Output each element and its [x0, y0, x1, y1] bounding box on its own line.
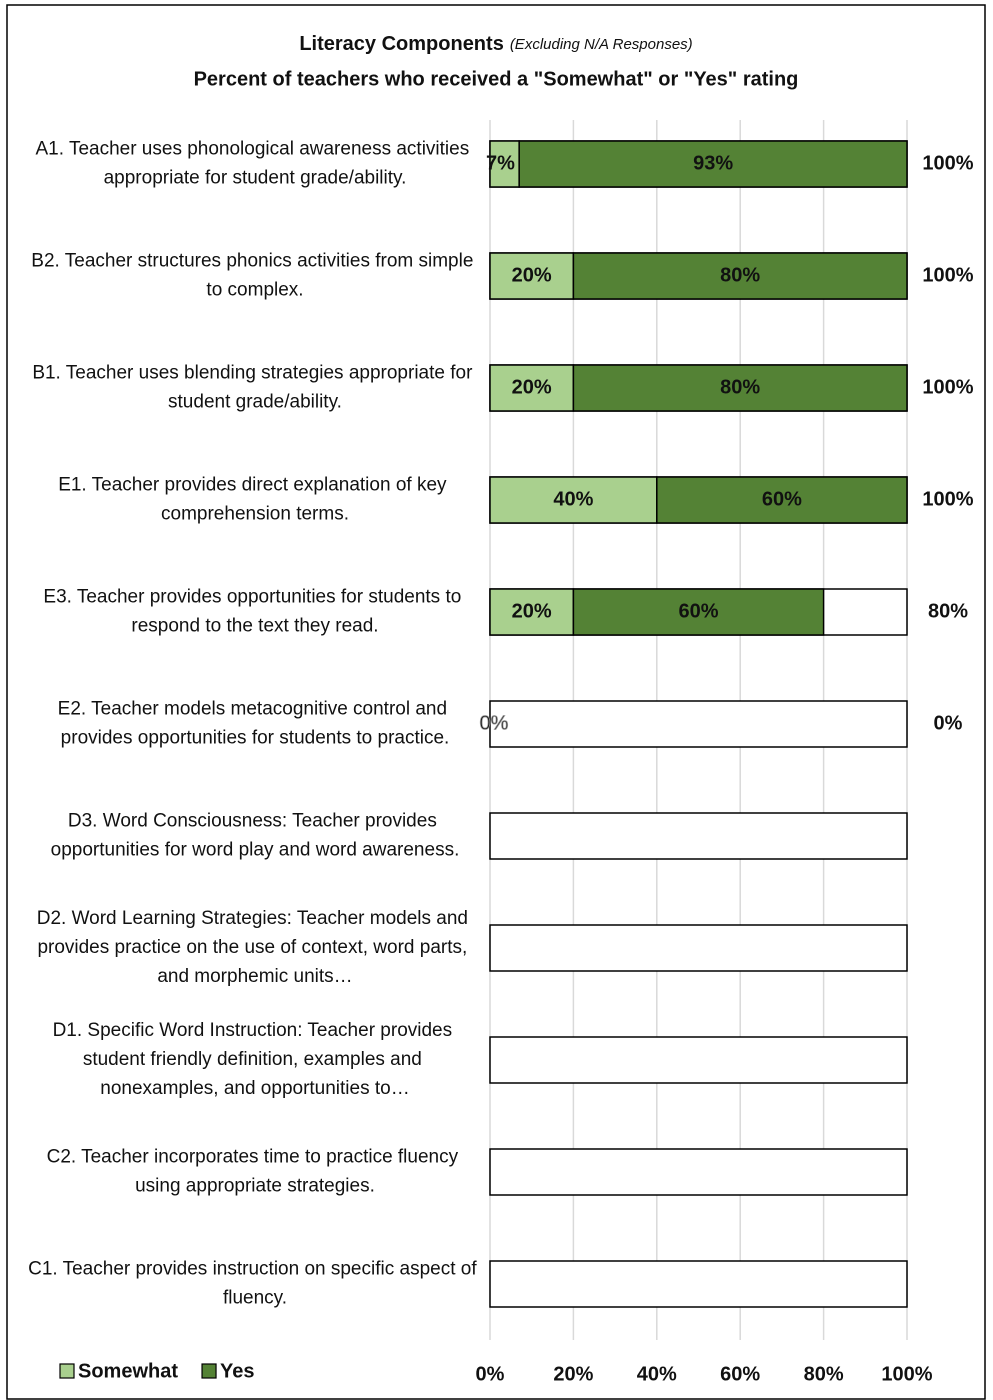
category-label: D1. Specific Word Instruction: Teacher p…: [53, 1020, 458, 1099]
data-label: 20%: [512, 376, 552, 398]
category-label-line: opportunities for word play and word awa…: [51, 840, 460, 861]
title-line: Literacy Components (Excluding N/A Respon…: [299, 33, 692, 55]
data-label: 7%: [486, 152, 515, 174]
category-label: E1. Teacher provides direct explanation …: [58, 475, 452, 525]
data-label: 60%: [762, 488, 802, 510]
category-label-line: fluency.: [223, 1288, 287, 1309]
bar-segment: [656, 476, 908, 524]
bar-segment: [489, 364, 575, 412]
total-label: 100%: [922, 376, 973, 398]
bar-segment: [518, 140, 908, 188]
category-label: B1. Teacher uses blending strategies app…: [32, 363, 477, 413]
category-label: C2. Teacher incorporates time to practic…: [47, 1147, 464, 1197]
category-label-line: provides practice on the use of context,…: [37, 937, 472, 958]
total-label: 100%: [922, 488, 973, 510]
category-label-line: nonexamples, and opportunities to…: [100, 1078, 409, 1099]
category-label-line: D1. Specific Word Instruction: Teacher p…: [53, 1020, 458, 1041]
title-note: (Excluding N/A Responses): [510, 36, 693, 53]
bar-segment: [572, 364, 908, 412]
x-tick-label: 0%: [476, 1363, 505, 1385]
legend-label: Somewhat: [78, 1360, 178, 1382]
bar-frame: [489, 812, 908, 860]
category-label: E2. Teacher models metacognitive control…: [58, 699, 453, 749]
data-label: 20%: [512, 264, 552, 286]
category-label-line: A1. Teacher uses phonological awareness …: [35, 139, 474, 160]
category-label: D2. Word Learning Strategies: Teacher mo…: [37, 908, 474, 987]
category-label-line: using appropriate strategies.: [135, 1176, 375, 1197]
bar-frame: [489, 1036, 908, 1084]
x-tick-label: 20%: [553, 1363, 593, 1385]
data-label: 60%: [678, 600, 718, 622]
category-label-line: respond to the text they read.: [131, 616, 378, 637]
category-label-line: C1. Teacher provides instruction on spec…: [28, 1259, 482, 1280]
category-label-line: B2. Teacher structures phonics activitie…: [31, 251, 478, 272]
bar-segment: [489, 588, 575, 636]
category-label-line: B1. Teacher uses blending strategies app…: [32, 363, 477, 384]
category-label-line: E2. Teacher models metacognitive control…: [58, 699, 453, 720]
category-label-line: C2. Teacher incorporates time to practic…: [47, 1147, 464, 1168]
category-label-line: E3. Teacher provides opportunities for s…: [43, 587, 466, 608]
category-label: D3. Word Consciousness: Teacher provides…: [51, 811, 460, 861]
data-label: 40%: [553, 488, 593, 510]
bar-frame: [489, 1260, 908, 1308]
x-tick-label: 60%: [720, 1363, 760, 1385]
bar-frame: [489, 1148, 908, 1196]
bar-segment: [489, 476, 658, 524]
category-label-line: and morphemic units…: [157, 966, 352, 987]
category-label-line: comprehension terms.: [161, 504, 349, 525]
category-label-line: appropriate for student grade/ability.: [104, 168, 407, 189]
bar-frame: [489, 700, 908, 748]
category-label: A1. Teacher uses phonological awareness …: [35, 139, 474, 189]
total-label: 80%: [928, 600, 968, 622]
chart-title: Literacy Components: [299, 33, 503, 55]
data-label: 80%: [720, 376, 760, 398]
legend-swatch: [59, 1363, 75, 1379]
x-tick-label: 100%: [881, 1363, 932, 1385]
total-label: 100%: [922, 264, 973, 286]
data-label: 93%: [693, 152, 733, 174]
category-label-line: student friendly definition, examples an…: [83, 1049, 427, 1070]
bar-segment: [572, 252, 908, 300]
category-label-line: to complex.: [206, 280, 303, 301]
legend-swatch: [201, 1363, 217, 1379]
category-label: B2. Teacher structures phonics activitie…: [31, 251, 478, 301]
category-label-line: D3. Word Consciousness: Teacher provides: [68, 811, 442, 832]
data-label: 0%: [480, 712, 509, 734]
x-tick-label: 40%: [637, 1363, 677, 1385]
category-label-line: provides opportunities for students to p…: [61, 728, 450, 749]
total-label: 100%: [922, 152, 973, 174]
category-label-line: student grade/ability.: [168, 392, 342, 413]
category-label-line: D2. Word Learning Strategies: Teacher mo…: [37, 908, 474, 929]
total-label: 0%: [934, 712, 963, 734]
bar-frame: [489, 924, 908, 972]
category-label: C1. Teacher provides instruction on spec…: [28, 1259, 482, 1309]
data-label: 80%: [720, 264, 760, 286]
chart-subtitle: Percent of teachers who received a "Some…: [194, 68, 799, 90]
legend-label: Yes: [220, 1360, 254, 1382]
bar-segment: [572, 588, 825, 636]
category-label: E3. Teacher provides opportunities for s…: [43, 587, 466, 637]
data-label: 20%: [512, 600, 552, 622]
x-tick-label: 80%: [804, 1363, 844, 1385]
category-label-line: E1. Teacher provides direct explanation …: [58, 475, 452, 496]
